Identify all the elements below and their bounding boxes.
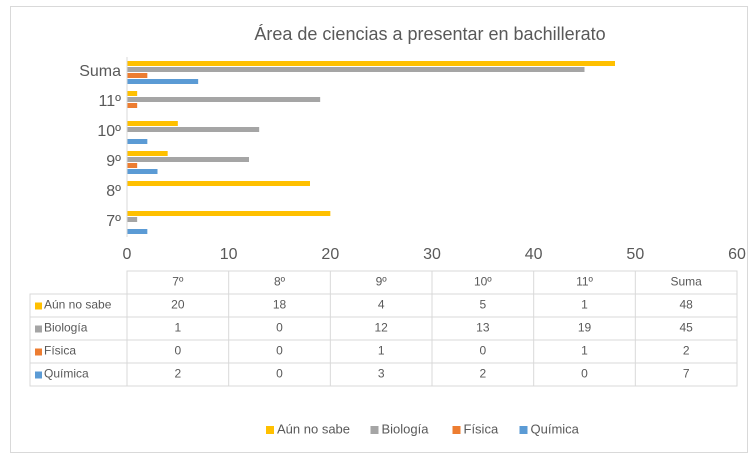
bar <box>127 73 148 78</box>
bar <box>127 121 178 126</box>
table-key <box>35 302 42 310</box>
bar <box>127 217 138 222</box>
table-value: 0 <box>479 344 486 358</box>
bar <box>127 139 148 144</box>
table-row-label: Física <box>44 344 76 358</box>
bar <box>127 91 138 96</box>
bar <box>127 97 321 102</box>
table-row-label: Aún no sabe <box>44 298 112 312</box>
table-row-label: Química <box>44 367 89 381</box>
y-tick-label: 10º <box>97 123 121 140</box>
legend-label: Aún no sabe <box>277 421 350 436</box>
table-value: 2 <box>683 344 690 358</box>
table-value: 20 <box>171 298 185 312</box>
table-value: 13 <box>476 321 490 335</box>
table-key <box>35 348 42 356</box>
y-tick-label: 8º <box>106 183 121 200</box>
y-tick-label: 9º <box>106 153 121 170</box>
legend-label: Biología <box>382 421 430 436</box>
table-key <box>35 325 42 333</box>
table-value: 0 <box>276 367 283 381</box>
table-value: 2 <box>174 367 181 381</box>
x-tick-label: 10 <box>220 246 238 263</box>
x-tick-label: 40 <box>525 246 543 263</box>
table-header: 9º <box>376 275 388 289</box>
bar <box>127 181 310 186</box>
legend-key <box>370 426 379 434</box>
y-tick-label: 11º <box>99 93 122 110</box>
table-value: 45 <box>679 321 693 335</box>
table-key <box>35 371 42 379</box>
bar <box>127 103 138 108</box>
x-tick-label: 0 <box>123 246 132 263</box>
bar <box>127 127 260 132</box>
table-value: 0 <box>276 321 283 335</box>
legend-label: Física <box>464 421 499 436</box>
table-header: 11º <box>576 275 593 289</box>
table-value: 5 <box>479 298 486 312</box>
bar <box>127 151 168 156</box>
table-value: 18 <box>273 298 287 312</box>
table-header: 7º <box>172 275 184 289</box>
table-value: 0 <box>174 344 181 358</box>
table-header: Suma <box>670 275 702 289</box>
table-value: 7 <box>683 367 690 381</box>
table-header: 8º <box>274 275 286 289</box>
table-value: 19 <box>578 321 592 335</box>
x-tick-label: 60 <box>728 246 746 263</box>
y-tick-label: 7º <box>106 213 121 230</box>
x-tick-label: 50 <box>626 246 644 263</box>
chart-title: Área de ciencias a presentar en bachille… <box>254 24 605 44</box>
legend-key <box>519 426 528 434</box>
legend-key <box>266 426 274 434</box>
table-value: 4 <box>378 298 385 312</box>
bar <box>127 229 148 234</box>
table-value: 0 <box>276 344 283 358</box>
table-value: 3 <box>378 367 385 381</box>
bar <box>127 169 158 174</box>
legend-label: Química <box>531 421 580 436</box>
bar <box>127 67 585 72</box>
table-value: 1 <box>581 344 588 358</box>
table-value: 1 <box>174 321 181 335</box>
x-tick-label: 30 <box>423 246 441 263</box>
legend-key <box>452 426 461 434</box>
bar <box>127 79 199 84</box>
y-tick-label: Suma <box>79 63 121 80</box>
table-header: 10º <box>474 275 492 289</box>
table-value: 0 <box>581 367 588 381</box>
table-value: 1 <box>581 298 588 312</box>
table-value: 48 <box>679 298 693 312</box>
bar <box>127 61 615 66</box>
bar <box>127 163 138 168</box>
table-value: 12 <box>374 321 388 335</box>
table-value: 1 <box>378 344 385 358</box>
x-tick-label: 20 <box>321 246 339 263</box>
table-value: 2 <box>479 367 486 381</box>
table-row-label: Biología <box>44 321 88 335</box>
bar <box>127 157 249 162</box>
bar <box>127 211 331 216</box>
